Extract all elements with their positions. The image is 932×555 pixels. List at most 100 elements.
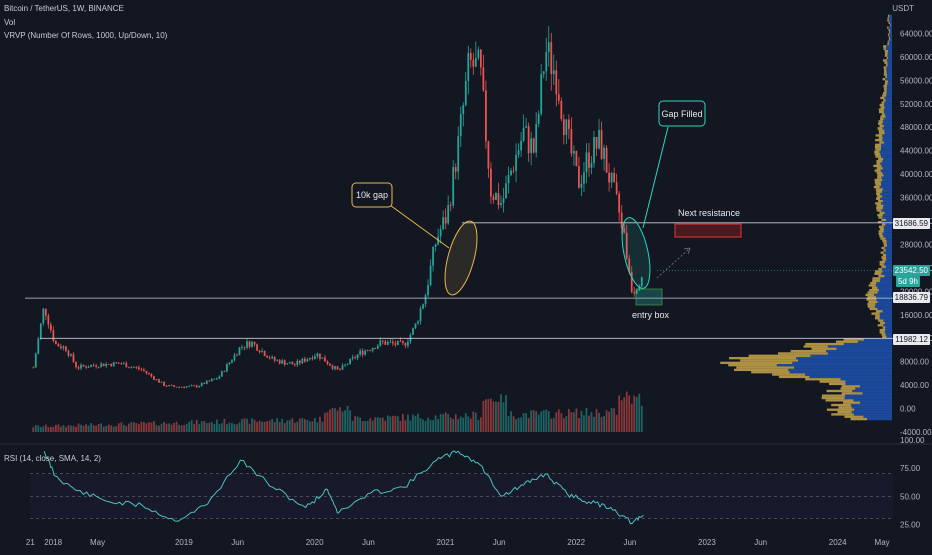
- profile-up-bar: [883, 230, 892, 233]
- candle-body: [376, 345, 379, 349]
- candle-body: [525, 126, 528, 128]
- volume-bar: [90, 423, 92, 432]
- candle-body: [490, 168, 492, 197]
- volume-bar: [150, 422, 153, 432]
- volume-bar: [336, 410, 339, 432]
- candle-body: [442, 217, 445, 230]
- candle-body: [271, 356, 274, 359]
- profile-down-bar: [876, 167, 883, 170]
- profile-down-bar: [882, 258, 887, 261]
- candle-body: [414, 323, 417, 329]
- volume-bar: [464, 413, 467, 432]
- profile-down-bar: [875, 310, 883, 313]
- volume-bar: [130, 422, 133, 432]
- gap-filled-ellipse: [621, 217, 651, 289]
- profile-down-bar: [878, 157, 884, 161]
- candle-body: [213, 378, 216, 380]
- profile-down-bar: [882, 239, 887, 243]
- volume-bar: [459, 416, 462, 432]
- profile-up-bar: [883, 108, 892, 111]
- volume-bar: [158, 425, 160, 432]
- volume-bar: [288, 420, 291, 432]
- volume-bar: [258, 420, 261, 432]
- volume-bar: [263, 421, 266, 432]
- profile-up-bar: [885, 237, 892, 240]
- volume-bar: [198, 424, 201, 432]
- volume-bar: [590, 412, 593, 432]
- profile-up-bar: [883, 110, 892, 114]
- candle-body: [105, 363, 108, 367]
- volume-bar: [296, 421, 299, 432]
- candle-body: [500, 202, 502, 205]
- profile-down-bar: [728, 364, 777, 367]
- profile-up-bar: [885, 249, 892, 252]
- profile-up-bar: [880, 197, 892, 200]
- candle-body: [195, 385, 198, 388]
- x-tick-label: Jun: [231, 538, 244, 547]
- volume-bar: [261, 421, 263, 432]
- volume-bar: [85, 424, 87, 432]
- profile-down-bar: [882, 94, 887, 97]
- volume-bar: [557, 409, 560, 432]
- candle-body: [580, 183, 583, 188]
- candle-body: [349, 358, 351, 364]
- volume-bar: [138, 424, 140, 432]
- profile-down-bar: [881, 265, 886, 268]
- candle-body: [168, 385, 170, 387]
- profile-up-bar: [886, 87, 892, 90]
- candle-body: [492, 196, 495, 200]
- profile-up-bar: [867, 417, 892, 421]
- y-tick-label: 16000.00: [900, 311, 932, 320]
- profile-down-bar: [884, 82, 888, 86]
- profile-up-bar: [874, 305, 892, 308]
- rsi-tick-label: 100.00: [900, 436, 925, 445]
- profile-up-bar: [881, 209, 892, 212]
- profile-down-bar: [868, 284, 876, 287]
- profile-up-bar: [826, 349, 892, 353]
- candle-body: [567, 119, 570, 130]
- volume-bar: [525, 413, 528, 432]
- profile-up-bar: [878, 288, 892, 292]
- volume-bar: [578, 417, 580, 432]
- profile-down-bar: [841, 392, 863, 395]
- profile-down-bar: [819, 380, 846, 383]
- candle-body: [97, 366, 100, 368]
- profile-up-bar: [886, 244, 892, 247]
- x-tick-label: 2024: [829, 538, 847, 547]
- volume-bar: [575, 408, 578, 432]
- candle-body: [412, 328, 414, 335]
- candle-body: [550, 42, 553, 74]
- profile-down-bar: [805, 342, 844, 346]
- profile-down-bar: [878, 122, 883, 125]
- countdown-tag: 5d 9h: [895, 276, 920, 287]
- volume-bar: [379, 417, 382, 432]
- volume-bar: [613, 408, 616, 432]
- volume-bar: [532, 409, 535, 432]
- volume-bar: [371, 420, 374, 432]
- candle-body: [34, 353, 37, 368]
- volume-bar: [243, 418, 246, 432]
- candle-body: [301, 358, 304, 364]
- profile-down-bar: [876, 209, 882, 212]
- volume-bar: [505, 395, 507, 432]
- candle-body: [467, 52, 470, 81]
- candle-body: [115, 362, 118, 364]
- volume-bar: [178, 424, 180, 432]
- x-tick-label: Jun: [493, 538, 506, 547]
- profile-up-bar: [880, 181, 892, 184]
- y-tick-label: 56000.00: [900, 76, 932, 85]
- profile-down-bar: [881, 333, 886, 336]
- volume-bar: [560, 413, 563, 432]
- profile-down-bar: [883, 249, 886, 252]
- profile-down-bar: [880, 96, 885, 100]
- profile-down-bar: [878, 216, 883, 219]
- profile-up-bar: [851, 406, 892, 409]
- candle-body: [85, 366, 87, 368]
- volume-bar: [356, 416, 359, 432]
- candle-body: [336, 366, 339, 370]
- profile-up-bar: [885, 328, 892, 332]
- candle-body: [291, 362, 294, 365]
- volume-bar: [329, 409, 331, 432]
